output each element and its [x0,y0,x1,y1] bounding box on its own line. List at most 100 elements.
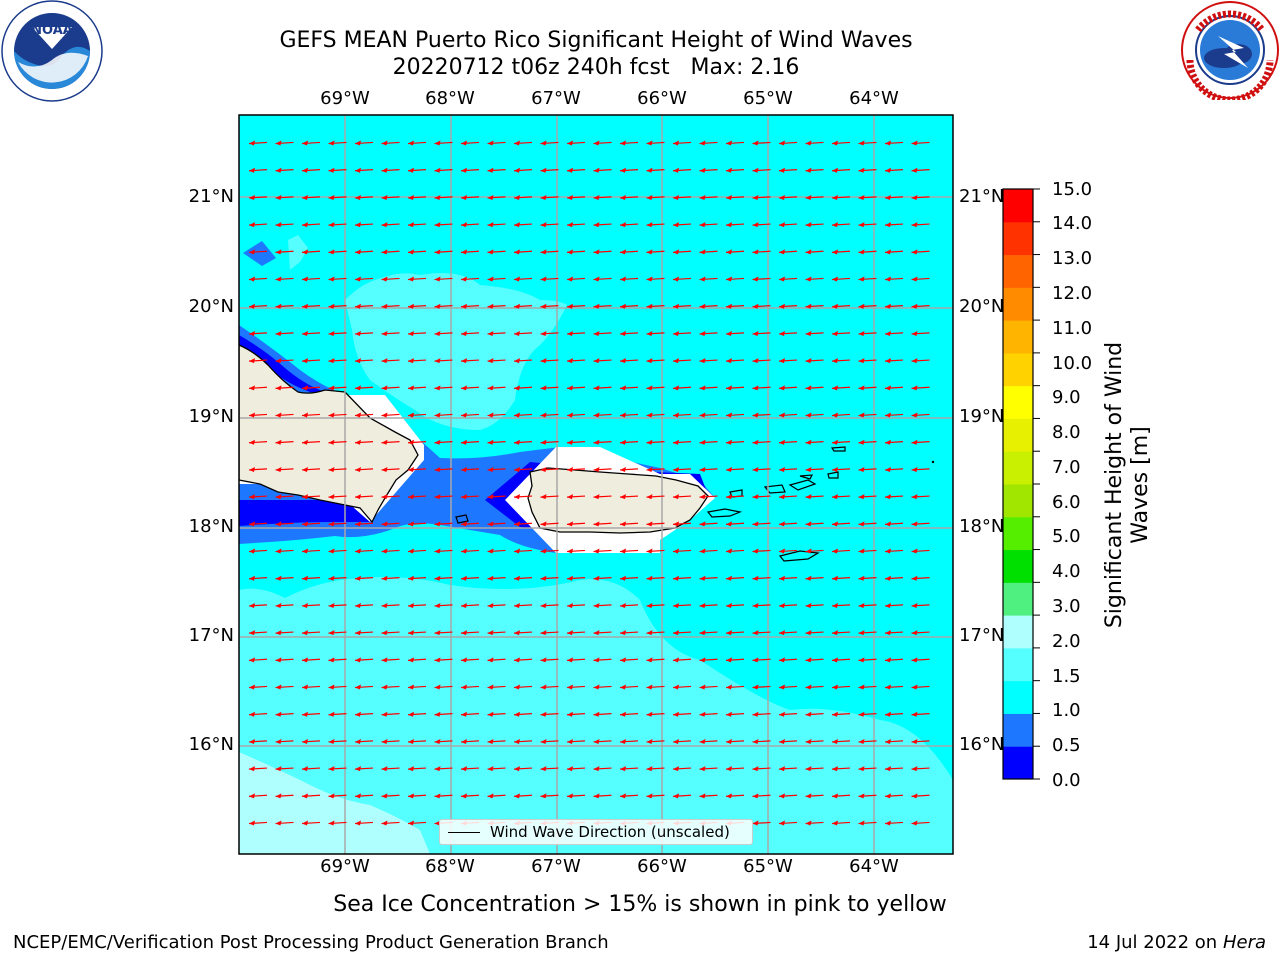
arrow-head [752,602,759,608]
wind-wave-arrow [911,167,930,173]
wind-wave-arrow [407,630,427,636]
wind-wave-arrow [646,249,665,255]
wind-wave-arrow [831,657,851,663]
arrow-head [408,602,414,608]
wind-wave-arrow [513,494,533,500]
wind-wave-arrow [831,494,851,500]
arrow-head [832,140,838,146]
wind-wave-arrow [911,439,930,445]
colorbar-segment [1003,680,1033,714]
wind-wave-arrow [725,494,745,500]
arrow-head [699,385,706,391]
wind-wave-arrow [699,684,718,690]
wind-wave-arrow [434,548,453,554]
arrow-head [275,575,282,581]
wind-wave-arrow [328,194,347,200]
wind-wave-arrow [460,276,480,282]
colorbar-tick-label: 12.0 [1052,283,1093,304]
arrow-head [620,548,626,554]
wind-wave-arrow [513,548,533,554]
wind-wave-arrow [460,439,480,445]
arrow-head [726,358,732,364]
arrow-head [328,276,335,282]
wind-wave-arrow [487,657,506,663]
wind-wave-arrow [778,738,798,744]
arrow-head [832,548,838,554]
wind-wave-arrow [619,330,639,336]
arrow-head [249,521,255,527]
arrow-head [593,276,600,282]
wind-wave-arrow [858,276,877,282]
arrow-head [858,793,865,799]
wind-wave-arrow [858,521,877,527]
wind-wave-arrow [884,330,904,336]
wind-wave-arrow [831,385,851,391]
arrow-head [832,766,838,772]
wind-wave-arrow [858,602,877,608]
arrow-head [249,820,255,826]
wind-wave-arrow [487,303,506,309]
arrow-head [328,466,335,472]
wind-wave-arrow [540,711,559,717]
wind-wave-arrow [407,494,427,500]
wind-wave-arrow [725,222,745,228]
wind-wave-arrow [540,630,559,636]
wind-wave-arrow [699,330,718,336]
arrow-head [514,711,520,717]
arrow-head [646,657,653,663]
map-legend: Wind Wave Direction (unscaled) [439,819,753,845]
wind-wave-arrow [407,303,427,309]
arrow-head [832,385,838,391]
wind-wave-arrow [699,412,718,418]
wind-wave-arrow [778,575,798,581]
wind-wave-arrow [646,167,665,173]
wind-wave-arrow [884,222,904,228]
wind-wave-arrow [884,412,904,418]
wind-wave-arrow [884,657,904,663]
wind-wave-arrow [301,194,321,200]
wind-wave-arrow [513,602,533,608]
wind-wave-arrow [884,303,904,309]
arrow-head [726,738,732,744]
arrow-head [514,630,520,636]
wind-wave-arrow [752,521,771,527]
arrow-head [832,439,838,445]
arrow-head [381,167,388,173]
wind-wave-arrow [646,521,665,527]
wind-wave-arrow [778,412,798,418]
land-puerto-rico [527,467,709,534]
arrow-head [487,222,494,228]
arrow-head [328,711,335,717]
wind-wave-arrow [487,766,506,772]
arrow-head [673,630,679,636]
arrow-head [699,303,706,309]
colorbar-segment [1003,287,1033,321]
arrow-head [726,466,732,472]
arrow-head [328,630,335,636]
wind-wave-arrow [831,738,851,744]
arrow-head [779,602,785,608]
wind-wave-arrow [275,657,294,663]
arrow-head [381,385,388,391]
wind-wave-arrow [858,194,877,200]
arrow-head [699,167,706,173]
wind-wave-arrow [354,303,374,309]
arrow-head [408,657,414,663]
arrow-head [646,276,653,282]
arrow-head [673,575,679,581]
arrow-head [911,167,918,173]
arrow-head [832,738,838,744]
arrow-head [408,793,414,799]
colorbar-segment [1003,582,1033,616]
wind-wave-arrow [646,194,665,200]
arrow-head [699,330,706,336]
arrow-head [779,276,785,282]
colorbar-ticks [1033,188,1040,780]
arrow-head [461,385,467,391]
arrow-head [355,711,361,717]
arrow-head [593,358,600,364]
wind-wave-arrow [646,222,665,228]
arrow-head [275,249,282,255]
arrow-head [885,793,891,799]
wind-wave-arrow [858,494,877,500]
